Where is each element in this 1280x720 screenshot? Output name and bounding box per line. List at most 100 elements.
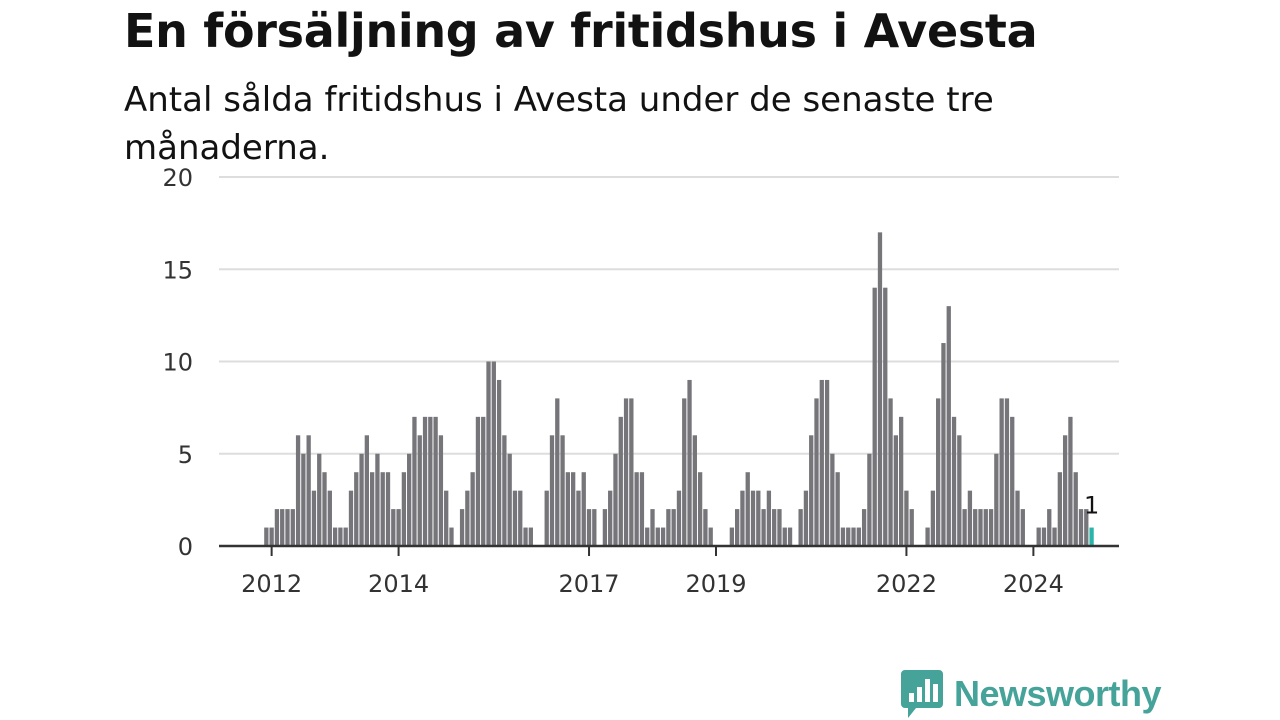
bar (645, 527, 650, 546)
bar (957, 435, 962, 546)
bar (449, 527, 454, 546)
y-tick-label: 5 (178, 441, 193, 469)
bar (697, 472, 703, 546)
x-tick-label: 2024 (1003, 570, 1064, 598)
chart-subtitle: Antal sålda fritidshus i Avesta under de… (124, 80, 994, 168)
bar (518, 490, 523, 546)
bar (655, 527, 660, 546)
bar (502, 435, 507, 546)
bar (840, 527, 846, 546)
bar (555, 398, 560, 546)
bar (893, 435, 898, 546)
bar (317, 453, 322, 546)
bar (851, 527, 856, 546)
bar (348, 490, 354, 546)
bar (687, 379, 692, 546)
bar (295, 435, 301, 546)
bar (650, 509, 655, 546)
bar (1036, 527, 1041, 546)
bar (1062, 435, 1068, 546)
y-axis-labels: 0 5 10 15 20 (162, 164, 193, 561)
bar (280, 509, 285, 546)
bar (898, 416, 904, 546)
bar (486, 361, 491, 546)
bar (422, 416, 428, 546)
bar (988, 509, 994, 546)
x-tick-label: 2014 (368, 570, 429, 598)
bar (745, 472, 750, 546)
bar (782, 527, 787, 546)
bar (1020, 509, 1025, 546)
bar (401, 472, 407, 546)
bar (322, 472, 327, 546)
bar (671, 509, 676, 546)
bar (824, 379, 830, 546)
bar (846, 527, 851, 546)
bar (867, 453, 872, 546)
bar (629, 398, 634, 546)
bar (290, 509, 295, 546)
bar (999, 398, 1004, 546)
bar (660, 527, 666, 546)
y-tick-label: 20 (162, 164, 193, 192)
bar (676, 490, 682, 546)
bar (750, 490, 756, 546)
bar (639, 472, 645, 546)
bar (507, 453, 512, 546)
bar (385, 472, 391, 546)
bar (925, 527, 930, 546)
bar (861, 509, 867, 546)
bar (877, 232, 883, 546)
bar (1068, 416, 1073, 546)
bar (412, 416, 417, 546)
bar (581, 472, 586, 546)
bar (756, 490, 761, 546)
bar (311, 490, 317, 546)
bar (285, 509, 290, 546)
bar (946, 306, 951, 546)
bar (1078, 509, 1084, 546)
bar (565, 472, 571, 546)
bar (983, 509, 988, 546)
bar (777, 509, 782, 546)
bar (407, 453, 412, 546)
y-tick-label: 10 (162, 349, 193, 377)
bar (576, 490, 581, 546)
bar (856, 527, 861, 546)
bar (433, 416, 438, 546)
bar (634, 472, 639, 546)
bar (814, 398, 819, 546)
latest-value-label: 1 (1084, 492, 1099, 520)
bar (766, 490, 772, 546)
chart-title: En försäljning av fritidshus i Avesta (124, 4, 1038, 58)
y-tick-label: 15 (162, 256, 193, 284)
bars (264, 232, 1094, 546)
bar (274, 509, 280, 546)
bar (264, 527, 269, 546)
bar (1015, 490, 1020, 546)
bar (1041, 527, 1047, 546)
bar (692, 435, 697, 546)
bar (772, 509, 777, 546)
y-tick-label: 0 (178, 533, 193, 561)
x-axis: 2012 2014 2017 2019 2022 2024 (219, 544, 1119, 598)
bar (459, 509, 465, 546)
bar (470, 472, 475, 546)
bar (962, 509, 967, 546)
bar (475, 416, 481, 546)
bar (444, 490, 449, 546)
bar (1052, 527, 1057, 546)
annotations: 1 (1084, 492, 1099, 520)
bar (787, 527, 793, 546)
bar (994, 453, 999, 546)
bar (359, 453, 364, 546)
bar (623, 398, 629, 546)
bar (560, 435, 565, 546)
bar (571, 472, 576, 546)
bar (608, 490, 613, 546)
bar (798, 509, 803, 546)
bar (703, 509, 708, 546)
bar (809, 435, 814, 546)
bar (354, 472, 359, 546)
bar (761, 509, 766, 546)
